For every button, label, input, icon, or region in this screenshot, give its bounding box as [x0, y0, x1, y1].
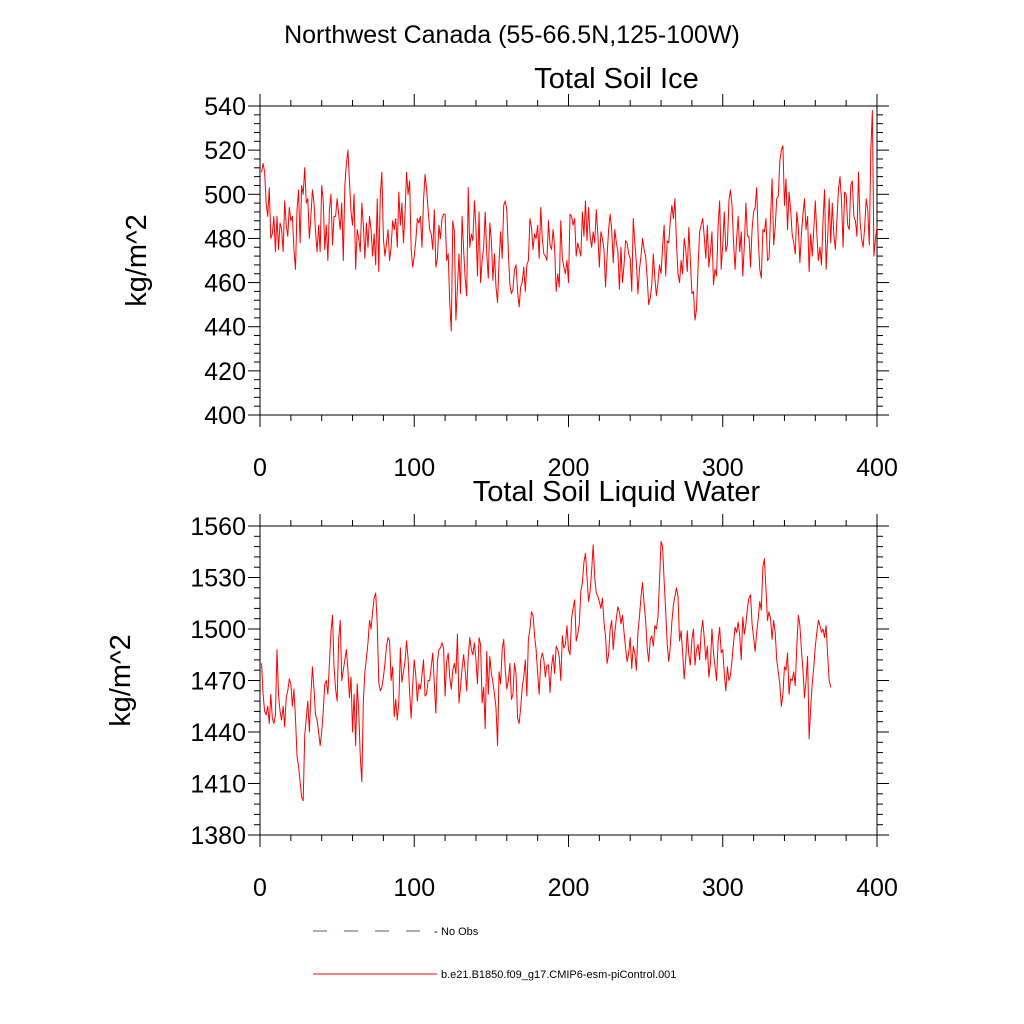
- y-tick-label: 400: [204, 402, 246, 430]
- y-tick-label: 480: [204, 225, 246, 253]
- series-line: [261, 540, 832, 802]
- x-tick-label: 100: [393, 874, 435, 902]
- x-tick-label: 300: [702, 874, 744, 902]
- y-tick-label: 1440: [190, 719, 246, 747]
- x-tick-label: 0: [253, 874, 267, 902]
- legend-no-obs-text: No Obs: [441, 926, 479, 938]
- y-axis-label: kg/m^2: [121, 214, 153, 307]
- y-tick-label: 1500: [190, 616, 246, 644]
- y-tick-label: 1410: [190, 771, 246, 799]
- x-tick-label: 200: [548, 454, 590, 482]
- y-tick-label: 1380: [190, 822, 246, 850]
- chart-panel-total-soil-liquid-water: Total Soil Liquid Water kg/m^2 0 100 200 300 4…: [105, 476, 898, 902]
- x-tick-label: 100: [393, 454, 435, 482]
- legend-no-obs-label: -: [434, 926, 438, 938]
- y-tick-label: 1470: [190, 668, 246, 696]
- y-tick-label: 440: [204, 314, 246, 342]
- legend: - No Obs b.e21.B1850.f09_g17.CMIP6-esm-p…: [313, 926, 676, 981]
- chart-title: Total Soil Liquid Water: [473, 476, 761, 508]
- x-tick-label: 200: [548, 874, 590, 902]
- chart-title: Total Soil Ice: [534, 63, 698, 95]
- x-tick-label: 300: [702, 454, 744, 482]
- y-tick-label: 420: [204, 358, 246, 386]
- y-tick-label: 540: [204, 93, 246, 121]
- y-tick-label: 500: [204, 181, 246, 209]
- series-line: [261, 109, 878, 332]
- y-tick-label: 1560: [190, 513, 246, 541]
- x-tick-label: 400: [856, 874, 898, 902]
- x-tick-label: 0: [253, 454, 267, 482]
- y-tick-label: 460: [204, 270, 246, 298]
- y-axis-label: kg/m^2: [105, 634, 137, 727]
- chart-panel-total-soil-ice: Total Soil Ice kg/m^2 0 100 200 300 400 400 420 4…: [121, 63, 898, 482]
- y-tick-label: 520: [204, 137, 246, 165]
- x-tick-label: 400: [856, 454, 898, 482]
- y-tick-label: 1530: [190, 565, 246, 593]
- legend-model-text: b.e21.B1850.f09_g17.CMIP6-esm-piControl.…: [441, 969, 676, 981]
- figure-suptitle: Northwest Canada (55-66.5N,125-100W): [284, 21, 740, 49]
